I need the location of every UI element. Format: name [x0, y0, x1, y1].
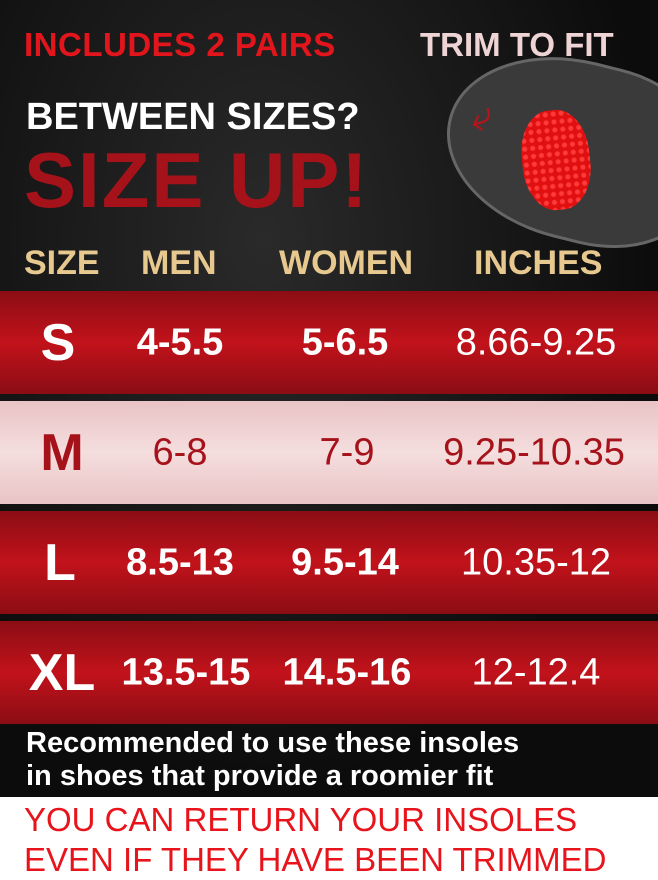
size-cell: L	[44, 533, 76, 592]
inches-cell: 10.35-12	[460, 541, 612, 583]
col-inches: INCHES	[474, 244, 603, 282]
inches-cell: 9.25-10.35	[443, 431, 625, 473]
men-cell: 13.5-15	[121, 651, 251, 693]
fit-recommendation: Recommended to use these insoles in shoe…	[26, 727, 519, 793]
women-cell: 9.5-14	[291, 541, 399, 583]
table-row: M 6-8 7-9 9.25-10.35	[0, 401, 658, 504]
men-cell: 4-5.5	[136, 321, 224, 363]
table-row: XL 13.5-15 14.5-16 12-12.4	[0, 621, 658, 724]
note-line: in shoes that provide a roomier fit	[26, 760, 494, 792]
includes-pairs-text: INCLUDES 2 PAIRS	[24, 26, 336, 63]
size-cell: XL	[28, 643, 96, 702]
col-size: SIZE	[24, 244, 100, 282]
size-up-text: SIZE UP!	[24, 136, 370, 224]
col-men: MEN	[141, 244, 217, 282]
women-cell: 7-9	[319, 431, 375, 473]
return-line: EVEN IF THEY HAVE BEEN TRIMMED	[24, 841, 607, 878]
col-women: WOMEN	[279, 244, 414, 282]
note-line: Recommended to use these insoles	[26, 727, 520, 759]
return-policy: YOU CAN RETURN YOUR INSOLES EVEN IF THEY…	[24, 800, 607, 880]
women-cell: 14.5-16	[282, 651, 412, 693]
return-line: YOU CAN RETURN YOUR INSOLES	[24, 801, 578, 838]
table-row: S 4-5.5 5-6.5 8.66-9.25	[0, 291, 658, 394]
between-sizes-text: BETWEEN SIZES?	[26, 96, 360, 138]
inches-cell: 12-12.4	[471, 651, 601, 693]
table-row: L 8.5-13 9.5-14 10.35-12	[0, 511, 658, 614]
women-cell: 5-6.5	[301, 321, 389, 363]
size-cell: S	[40, 313, 76, 372]
trim-to-fit-text: TRIM TO FIT	[420, 26, 614, 63]
size-cell: M	[40, 423, 84, 482]
men-cell: 8.5-13	[126, 541, 234, 583]
men-cell: 6-8	[152, 431, 208, 473]
inches-cell: 8.66-9.25	[455, 321, 617, 363]
